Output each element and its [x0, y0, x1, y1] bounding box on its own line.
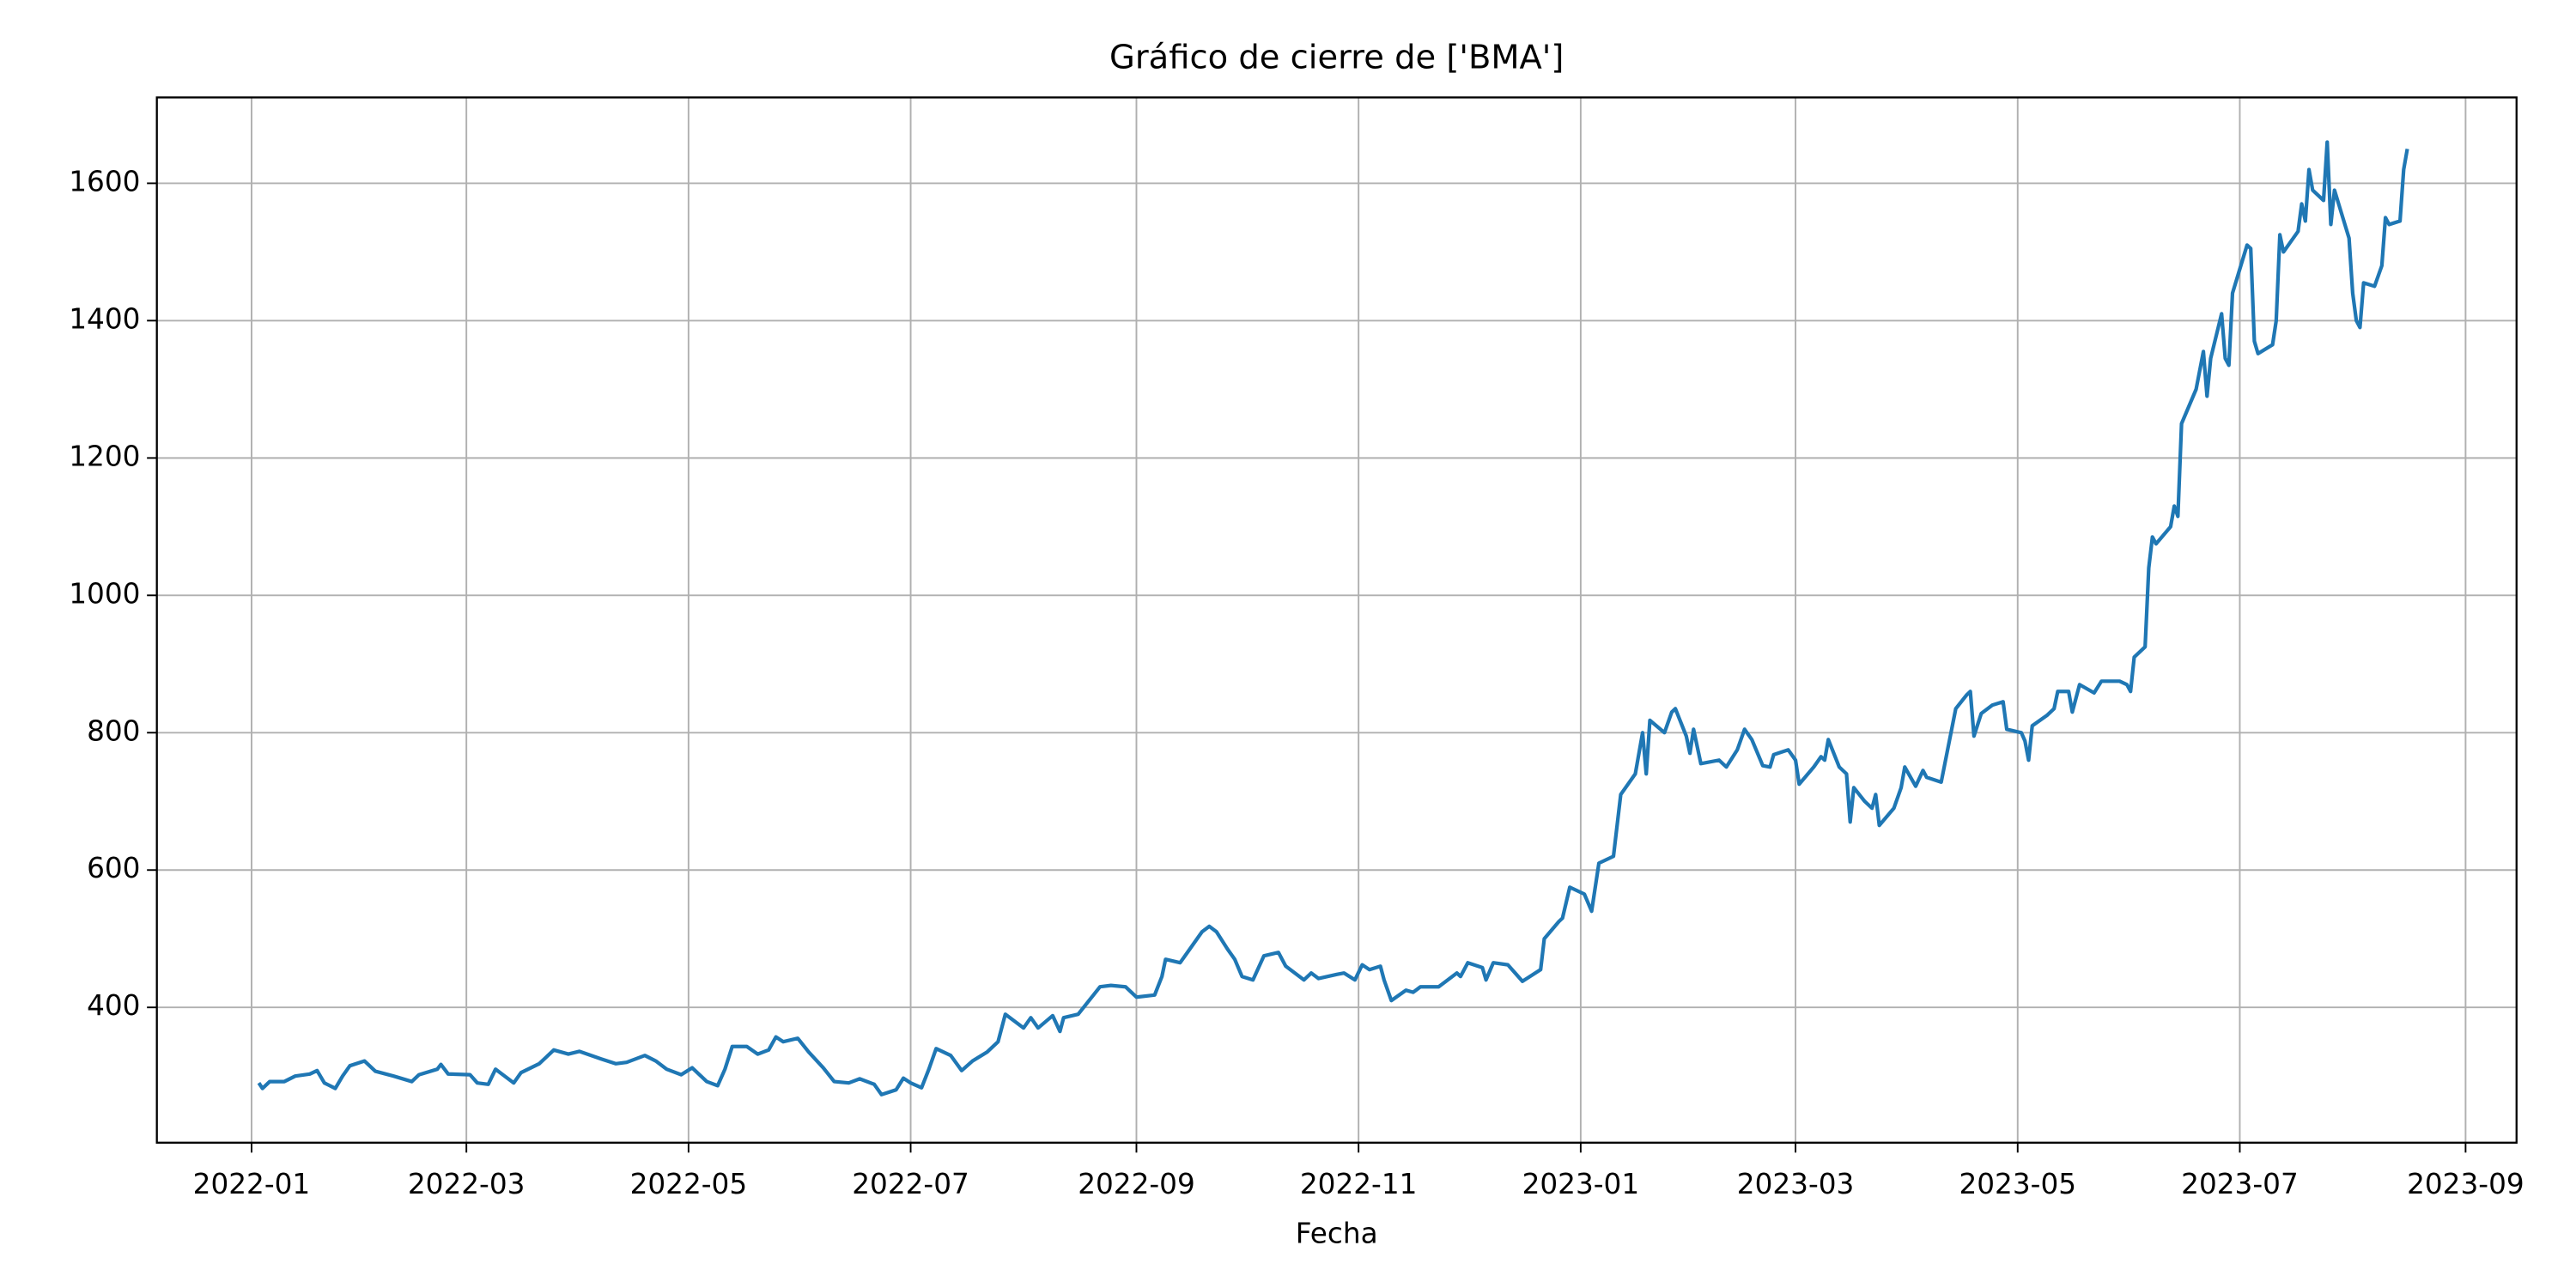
price-line [257, 140, 2409, 1097]
x-tick-label: 2022-11 [1300, 1168, 1418, 1200]
x-tick-label: 2023-03 [1737, 1168, 1855, 1200]
y-tick-label: 1200 [69, 440, 140, 472]
y-tick-label: 600 [87, 852, 140, 884]
plot-frame [155, 96, 2518, 1144]
y-tick-label: 1600 [69, 165, 140, 197]
y-tick-label: 400 [87, 989, 140, 1022]
x-tick-label: 2023-07 [2181, 1168, 2299, 1200]
x-tick-label: 2023-01 [1522, 1168, 1640, 1200]
x-tick-label: 2022-07 [852, 1168, 969, 1200]
chart-title: Gráfico de cierre de ['BMA'] [1109, 39, 1564, 77]
x-tick-label: 2022-09 [1078, 1168, 1195, 1200]
x-tick-label: 2023-05 [1959, 1168, 2076, 1200]
y-tick-label: 1000 [69, 577, 140, 610]
x-tick-label: 2023-09 [2407, 1168, 2524, 1200]
y-tick-label: 1400 [69, 302, 140, 335]
y-tick-label: 800 [87, 714, 140, 747]
x-tick-label: 2022-03 [408, 1168, 526, 1200]
x-axis-label: Fecha [1296, 1217, 1378, 1249]
x-tick-label: 2022-01 [193, 1168, 311, 1200]
x-tick-label: 2022-05 [630, 1168, 748, 1200]
